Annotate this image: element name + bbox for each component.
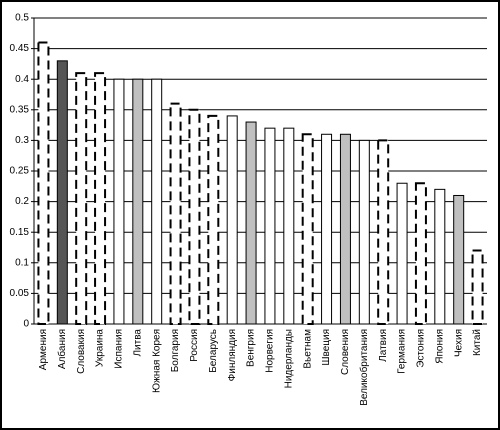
bar	[226, 115, 238, 325]
x-tick-label: Албания	[56, 329, 68, 369]
x-tick-label: Чехия	[453, 329, 464, 357]
x-tick-label: Швеция	[321, 329, 332, 366]
bar	[339, 133, 351, 325]
y-tick-label: 0.05	[10, 288, 30, 299]
bar	[321, 133, 333, 325]
x-tick-label: Южная Корея	[151, 329, 162, 393]
y-tick-label: 0.2	[15, 196, 29, 207]
x-tick-label: Латвия	[378, 329, 389, 362]
bar	[283, 127, 295, 325]
x-tick-label: Япония	[434, 329, 445, 364]
x-tick-label: Великобритания	[358, 329, 370, 406]
x-tick-label: Украина	[95, 329, 106, 368]
bar	[377, 139, 390, 325]
x-tick-label: Эстония	[416, 329, 427, 368]
x-tick-label: Нидерланды	[283, 329, 294, 388]
x-tick-label: Венгрия	[246, 329, 257, 367]
x-tick-label: Вьетнам	[302, 329, 313, 369]
bar	[396, 182, 408, 325]
bar	[169, 102, 182, 326]
x-tick-label: Словения	[340, 329, 351, 375]
bar	[264, 127, 276, 325]
bar	[245, 121, 257, 325]
y-tick-label: 0.35	[10, 104, 30, 115]
y-tick-label: 0.3	[15, 135, 29, 146]
bar	[471, 249, 484, 325]
y-tick-label: 0.15	[10, 227, 30, 238]
bar	[113, 78, 125, 325]
bar	[151, 78, 163, 325]
bar	[453, 194, 465, 325]
x-tick-label: Литва	[132, 329, 143, 357]
bar	[132, 78, 144, 325]
x-tick-label: Финляндия	[227, 329, 238, 381]
y-tick-label: 0.4	[15, 74, 29, 85]
bar	[188, 108, 201, 325]
bar	[434, 188, 446, 325]
x-tick-label: Норвегия	[265, 329, 276, 373]
bar	[414, 182, 427, 325]
bar	[37, 41, 50, 325]
x-tick-label: Германия	[397, 329, 408, 374]
y-tick-label: 0.45	[10, 43, 30, 54]
bar	[207, 114, 220, 325]
x-tick-label: Россия	[189, 329, 200, 362]
y-tick-label: 0.1	[15, 257, 29, 268]
x-tick-label: Армения	[38, 329, 49, 370]
bar	[301, 133, 314, 325]
bar	[56, 60, 68, 325]
y-tick-label: 0	[23, 319, 29, 330]
x-tick-label: Словакия	[76, 329, 87, 374]
bar	[358, 139, 370, 325]
y-tick-label: 0.5	[15, 13, 29, 24]
y-tick-label: 0.25	[10, 166, 30, 177]
x-tick-label: Китай	[472, 329, 483, 356]
x-tick-label: Испания	[114, 329, 125, 369]
bar	[75, 72, 88, 325]
bar	[94, 72, 107, 325]
x-tick-label: Беларусь	[208, 329, 219, 373]
x-tick-label: Болгария	[170, 329, 181, 372]
